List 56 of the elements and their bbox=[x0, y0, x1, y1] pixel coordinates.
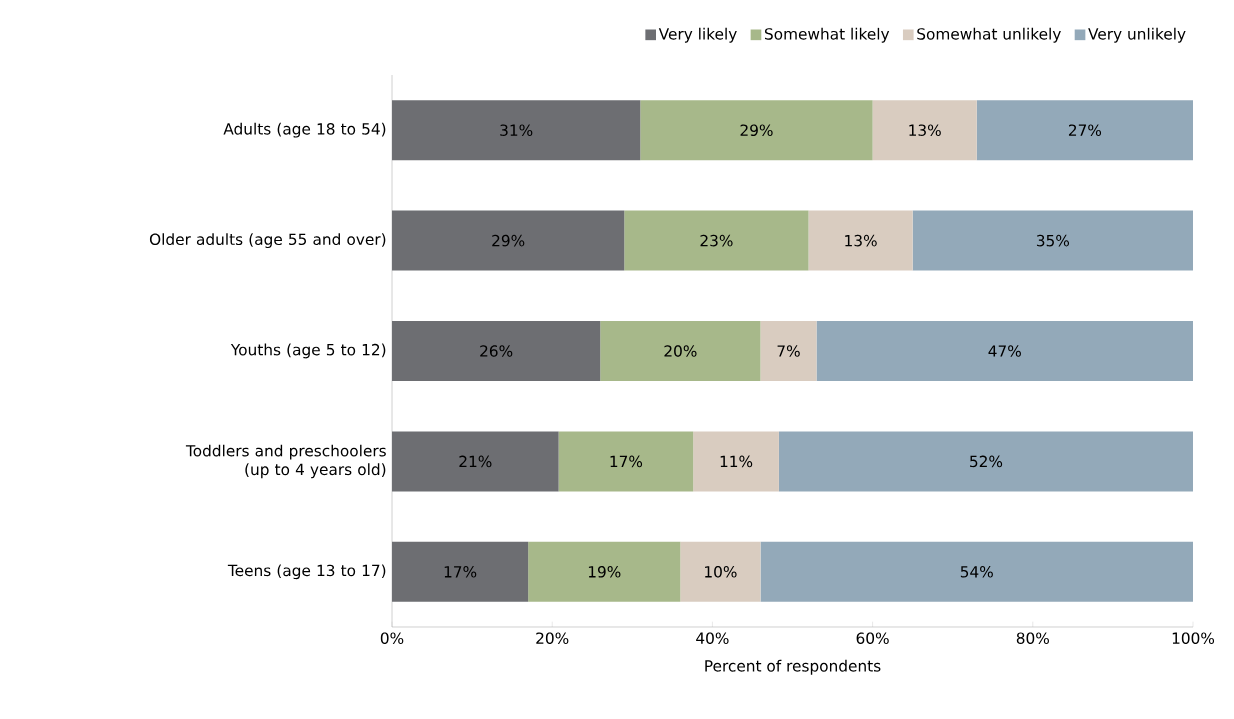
x-tick-label: 100% bbox=[1172, 632, 1215, 644]
legend-label: Very unlikely bbox=[1088, 27, 1186, 43]
data-label: 17% bbox=[610, 455, 643, 468]
bar bbox=[760, 321, 817, 381]
data-label: 21% bbox=[459, 455, 492, 468]
data-label: 27% bbox=[1068, 124, 1102, 136]
bar bbox=[558, 431, 694, 492]
data-label: 10% bbox=[705, 566, 737, 578]
data-label: 11% bbox=[720, 455, 753, 468]
data-label: 17% bbox=[444, 566, 477, 578]
y-tick-label: Teens (age 13 to 17) bbox=[227, 564, 386, 580]
legend-label: Somewhat unlikely bbox=[917, 27, 1061, 43]
y-tick-label: Youths (age 5 to 12) bbox=[230, 343, 386, 359]
bar bbox=[680, 541, 761, 602]
bar bbox=[392, 431, 559, 492]
bar bbox=[392, 100, 641, 161]
bar bbox=[640, 100, 873, 161]
bar bbox=[778, 431, 1194, 492]
bar bbox=[808, 210, 913, 271]
data-label: 31% bbox=[500, 124, 533, 136]
bar bbox=[600, 321, 761, 381]
bar bbox=[912, 210, 1194, 271]
y-tick-label: Toddlers and preschoolers (up to 4 years old) bbox=[185, 444, 386, 479]
bar bbox=[872, 100, 977, 161]
bar bbox=[976, 100, 1194, 161]
data-label: 20% bbox=[664, 345, 697, 357]
x-axis-title: Percent of respondents bbox=[705, 659, 881, 675]
bar bbox=[816, 321, 1194, 381]
x-tick-label: 40% bbox=[696, 632, 729, 644]
data-label: 26% bbox=[480, 345, 513, 357]
data-label: 19% bbox=[588, 566, 621, 578]
bar bbox=[392, 321, 601, 381]
data-label: 54% bbox=[960, 566, 993, 578]
x-tick-label: 0% bbox=[380, 632, 404, 644]
data-label: 29% bbox=[740, 124, 773, 136]
x-tick-label: 20% bbox=[536, 632, 569, 644]
data-label: 35% bbox=[1036, 234, 1070, 247]
y-tick-label: Adults (age 18 to 54) bbox=[223, 122, 386, 138]
data-label: 29% bbox=[492, 234, 525, 247]
data-label: 47% bbox=[988, 345, 1021, 357]
data-label: 13% bbox=[909, 124, 941, 136]
data-label: 23% bbox=[700, 234, 733, 247]
bar bbox=[693, 431, 779, 492]
legend-label: Somewhat likely bbox=[764, 27, 890, 43]
bar bbox=[392, 210, 625, 271]
bar bbox=[528, 541, 681, 602]
bar bbox=[624, 210, 809, 271]
legend-label: Very likely bbox=[658, 27, 737, 43]
x-tick-label: 80% bbox=[1016, 632, 1049, 644]
data-label: 7% bbox=[777, 345, 800, 357]
data-label: 52% bbox=[970, 455, 1003, 468]
y-tick-label: Older adults (age 55 and over) bbox=[149, 233, 386, 249]
bar bbox=[392, 541, 529, 602]
bar bbox=[760, 541, 1194, 602]
data-label: 13% bbox=[845, 234, 877, 247]
x-tick-label: 60% bbox=[856, 632, 889, 644]
